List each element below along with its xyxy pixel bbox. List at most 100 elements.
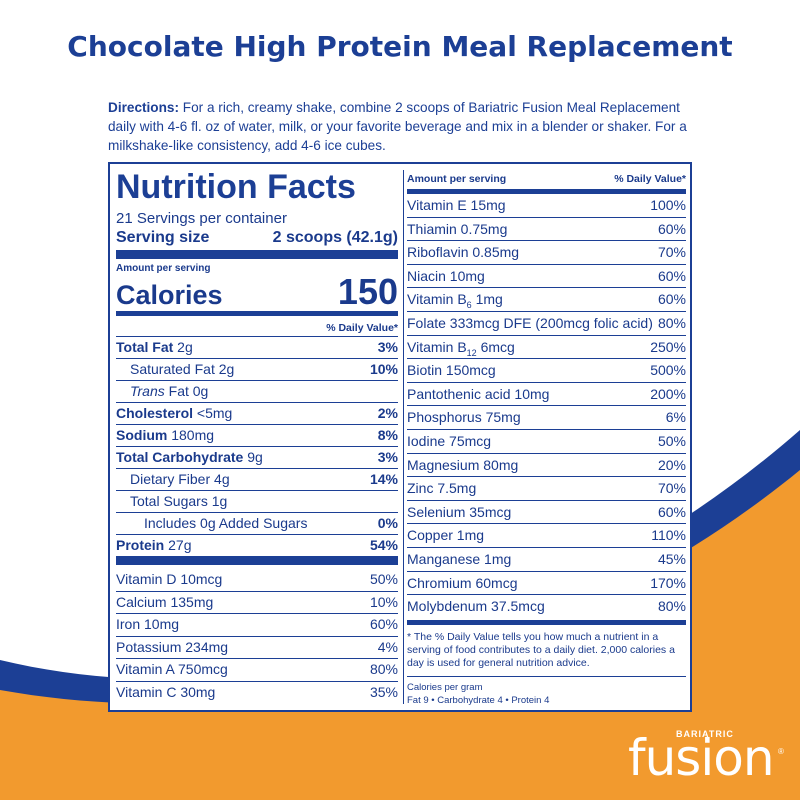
micronutrient-name: Iodine 75mcg bbox=[407, 432, 492, 449]
micronutrient-pct: 6% bbox=[665, 409, 686, 426]
micronutrient-name-post: 6mcg bbox=[476, 338, 515, 355]
micronutrient-name: Magnesium 80mg bbox=[407, 456, 519, 473]
divider-medium bbox=[407, 189, 686, 194]
vitamin-name: Vitamin D 10mcg bbox=[116, 571, 223, 587]
nutrient-amount: 2g bbox=[214, 361, 235, 377]
logo-main-text: fusion bbox=[628, 729, 775, 787]
micronutrient-name: Phosphorus 75mg bbox=[407, 409, 521, 426]
calories-label: Calories bbox=[116, 280, 223, 310]
micronutrient-name: Zinc 7.5mg bbox=[407, 480, 477, 497]
nutrient-row-sodium: Sodium 180mg 8% bbox=[116, 424, 398, 446]
micronutrient-subscript: 6 bbox=[466, 300, 472, 311]
micronutrient-name: Selenium 35mcg bbox=[407, 503, 512, 520]
micronutrient-row: Folate 333mcg DFE (200mcg folic acid) 80% bbox=[407, 310, 686, 335]
vitamin-pct: 10% bbox=[369, 593, 398, 610]
micronutrient-pct: 50% bbox=[657, 432, 686, 449]
amount-per-serving-label: Amount per serving bbox=[116, 263, 211, 274]
nutrient-pct: 0% bbox=[377, 515, 398, 531]
vitamin-row: Calcium 135mg 10% bbox=[116, 590, 398, 614]
micronutrient-name: Pantothenic acid 10mg bbox=[407, 385, 550, 402]
nutrient-pct: 3% bbox=[377, 449, 398, 465]
micronutrient-pct: 110% bbox=[651, 527, 686, 544]
nutrition-left-column: Nutrition Facts 21 Servings per containe… bbox=[116, 168, 398, 703]
nutrient-row-protein: Protein 27g 54% bbox=[116, 534, 398, 556]
nutrient-amount: 9g bbox=[243, 449, 263, 465]
nutrient-pct: 10% bbox=[369, 361, 398, 377]
micronutrient-name: Manganese 1mg bbox=[407, 550, 512, 567]
nutrient-amount: <5mg bbox=[193, 405, 233, 421]
nutrient-name: Total Fat bbox=[116, 339, 174, 355]
daily-value-header: % Daily Value* bbox=[326, 322, 398, 334]
vitamin-pct: 35% bbox=[369, 683, 398, 700]
right-header-amount: Amount per serving bbox=[407, 173, 507, 185]
logo-registered-mark: ® bbox=[778, 747, 784, 756]
nutrient-row-trans-fat: Trans Fat 0g bbox=[116, 380, 398, 402]
calories-row: Calories 150 bbox=[116, 271, 398, 312]
nutrient-amount: 2g bbox=[173, 339, 193, 355]
micronutrient-pct: 80% bbox=[657, 314, 686, 331]
micronutrient-pct: 45% bbox=[657, 550, 686, 567]
vitamin-name: Potassium 234mg bbox=[116, 638, 229, 655]
micronutrient-row: Vitamin B12 6mcg 250% bbox=[407, 334, 686, 359]
nutrient-pct: 14% bbox=[369, 471, 398, 487]
right-header-dv: % Daily Value* bbox=[614, 173, 686, 185]
nutrient-row-cholesterol: Cholesterol <5mg 2% bbox=[116, 402, 398, 424]
nutrient-name: Dietary Fiber bbox=[130, 471, 211, 487]
serving-size-value: 2 scoops (42.1g) bbox=[272, 229, 398, 246]
directions-text: Directions: For a rich, creamy shake, co… bbox=[108, 98, 708, 155]
nutrient-row-added-sugars: Includes 0g Added Sugars 0% bbox=[116, 512, 398, 534]
nutrient-pct: 3% bbox=[377, 339, 398, 355]
micronutrient-name-pre: Vitamin B bbox=[407, 338, 467, 355]
divider-thick bbox=[116, 556, 398, 565]
micronutrient-name: Chromium 60mcg bbox=[407, 574, 518, 591]
micronutrient-row: Vitamin E 15mg 100% bbox=[407, 194, 686, 217]
nutrient-name: Saturated Fat bbox=[130, 361, 215, 377]
vitamin-row: Potassium 234mg 4% bbox=[116, 635, 398, 659]
micronutrient-row: Phosphorus 75mg 6% bbox=[407, 405, 686, 429]
nutrient-amount: 4g bbox=[210, 471, 230, 487]
nutrient-pct: 54% bbox=[369, 537, 398, 553]
micronutrient-pct: 70% bbox=[657, 244, 686, 261]
logo-small-text: BARIATRIC bbox=[676, 729, 734, 739]
micronutrient-row: Iodine 75mcg 50% bbox=[407, 428, 686, 453]
nutrient-row-total-fat: Total Fat 2g 3% bbox=[116, 336, 398, 358]
serving-size-row: Serving size 2 scoops (42.1g) bbox=[116, 228, 398, 248]
micronutrient-row: Vitamin B6 1mg 60% bbox=[407, 287, 686, 311]
micronutrient-row: Molybdenum 37.5mcg 80% bbox=[407, 594, 686, 618]
calories-value: 150 bbox=[337, 271, 398, 312]
nutrient-name: Protein bbox=[116, 537, 165, 553]
nutrient-row-total-sugars: Total Sugars 1g bbox=[116, 490, 398, 512]
nutrient-name: Cholesterol bbox=[116, 405, 194, 421]
vitamin-row: Vitamin D 10mcg 50% bbox=[116, 569, 398, 591]
micronutrient-name: Thiamin 0.75mg bbox=[407, 220, 508, 237]
bariatric-fusion-logo: BARIATRIC fusion ® bbox=[628, 725, 788, 787]
nutrition-facts-panel: Nutrition Facts 21 Servings per containe… bbox=[108, 162, 692, 712]
micronutrient-pct: 60% bbox=[657, 267, 686, 284]
right-column-header: Amount per serving % Daily Value* bbox=[407, 170, 686, 189]
calories-per-gram-values: Fat 9 • Carbohydrate 4 • Protein 4 bbox=[407, 694, 550, 706]
nutrition-facts-heading: Nutrition Facts bbox=[116, 168, 356, 206]
micronutrient-name: Niacin 10mg bbox=[407, 267, 485, 284]
micronutrient-subscript: 12 bbox=[466, 347, 477, 358]
vitamin-name: Iron 10mg bbox=[116, 616, 180, 632]
vitamin-name: Calcium 135mg bbox=[116, 593, 214, 610]
micronutrient-name-post: 1mg bbox=[471, 291, 503, 308]
micronutrient-row: Copper 1mg 110% bbox=[407, 523, 686, 547]
vitamin-pct: 60% bbox=[369, 616, 398, 632]
micronutrient-row: Zinc 7.5mg 70% bbox=[407, 476, 686, 500]
micronutrient-row: Manganese 1mg 45% bbox=[407, 546, 686, 571]
nutrient-name: Trans bbox=[130, 383, 165, 399]
nutrient-amount: 1g bbox=[207, 493, 228, 509]
vitamin-row: Vitamin A 750mcg 80% bbox=[116, 658, 398, 681]
directions-label: Directions: bbox=[108, 100, 180, 115]
micronutrient-row: Biotin 150mcg 500% bbox=[407, 358, 686, 382]
nutrient-row-dietary-fiber: Dietary Fiber 4g 14% bbox=[116, 468, 398, 490]
micronutrient-pct: 60% bbox=[657, 220, 686, 237]
servings-per-container: 21 Servings per container bbox=[116, 210, 287, 227]
nutrient-pct: 8% bbox=[377, 427, 398, 443]
micronutrient-row: Pantothenic acid 10mg 200% bbox=[407, 381, 686, 406]
calories-per-gram-label: Calories per gram bbox=[407, 681, 483, 693]
micronutrient-name: Vitamin B12 6mcg bbox=[407, 336, 515, 359]
nutrient-pct: 2% bbox=[377, 405, 398, 421]
micronutrient-pct: 60% bbox=[657, 291, 686, 308]
